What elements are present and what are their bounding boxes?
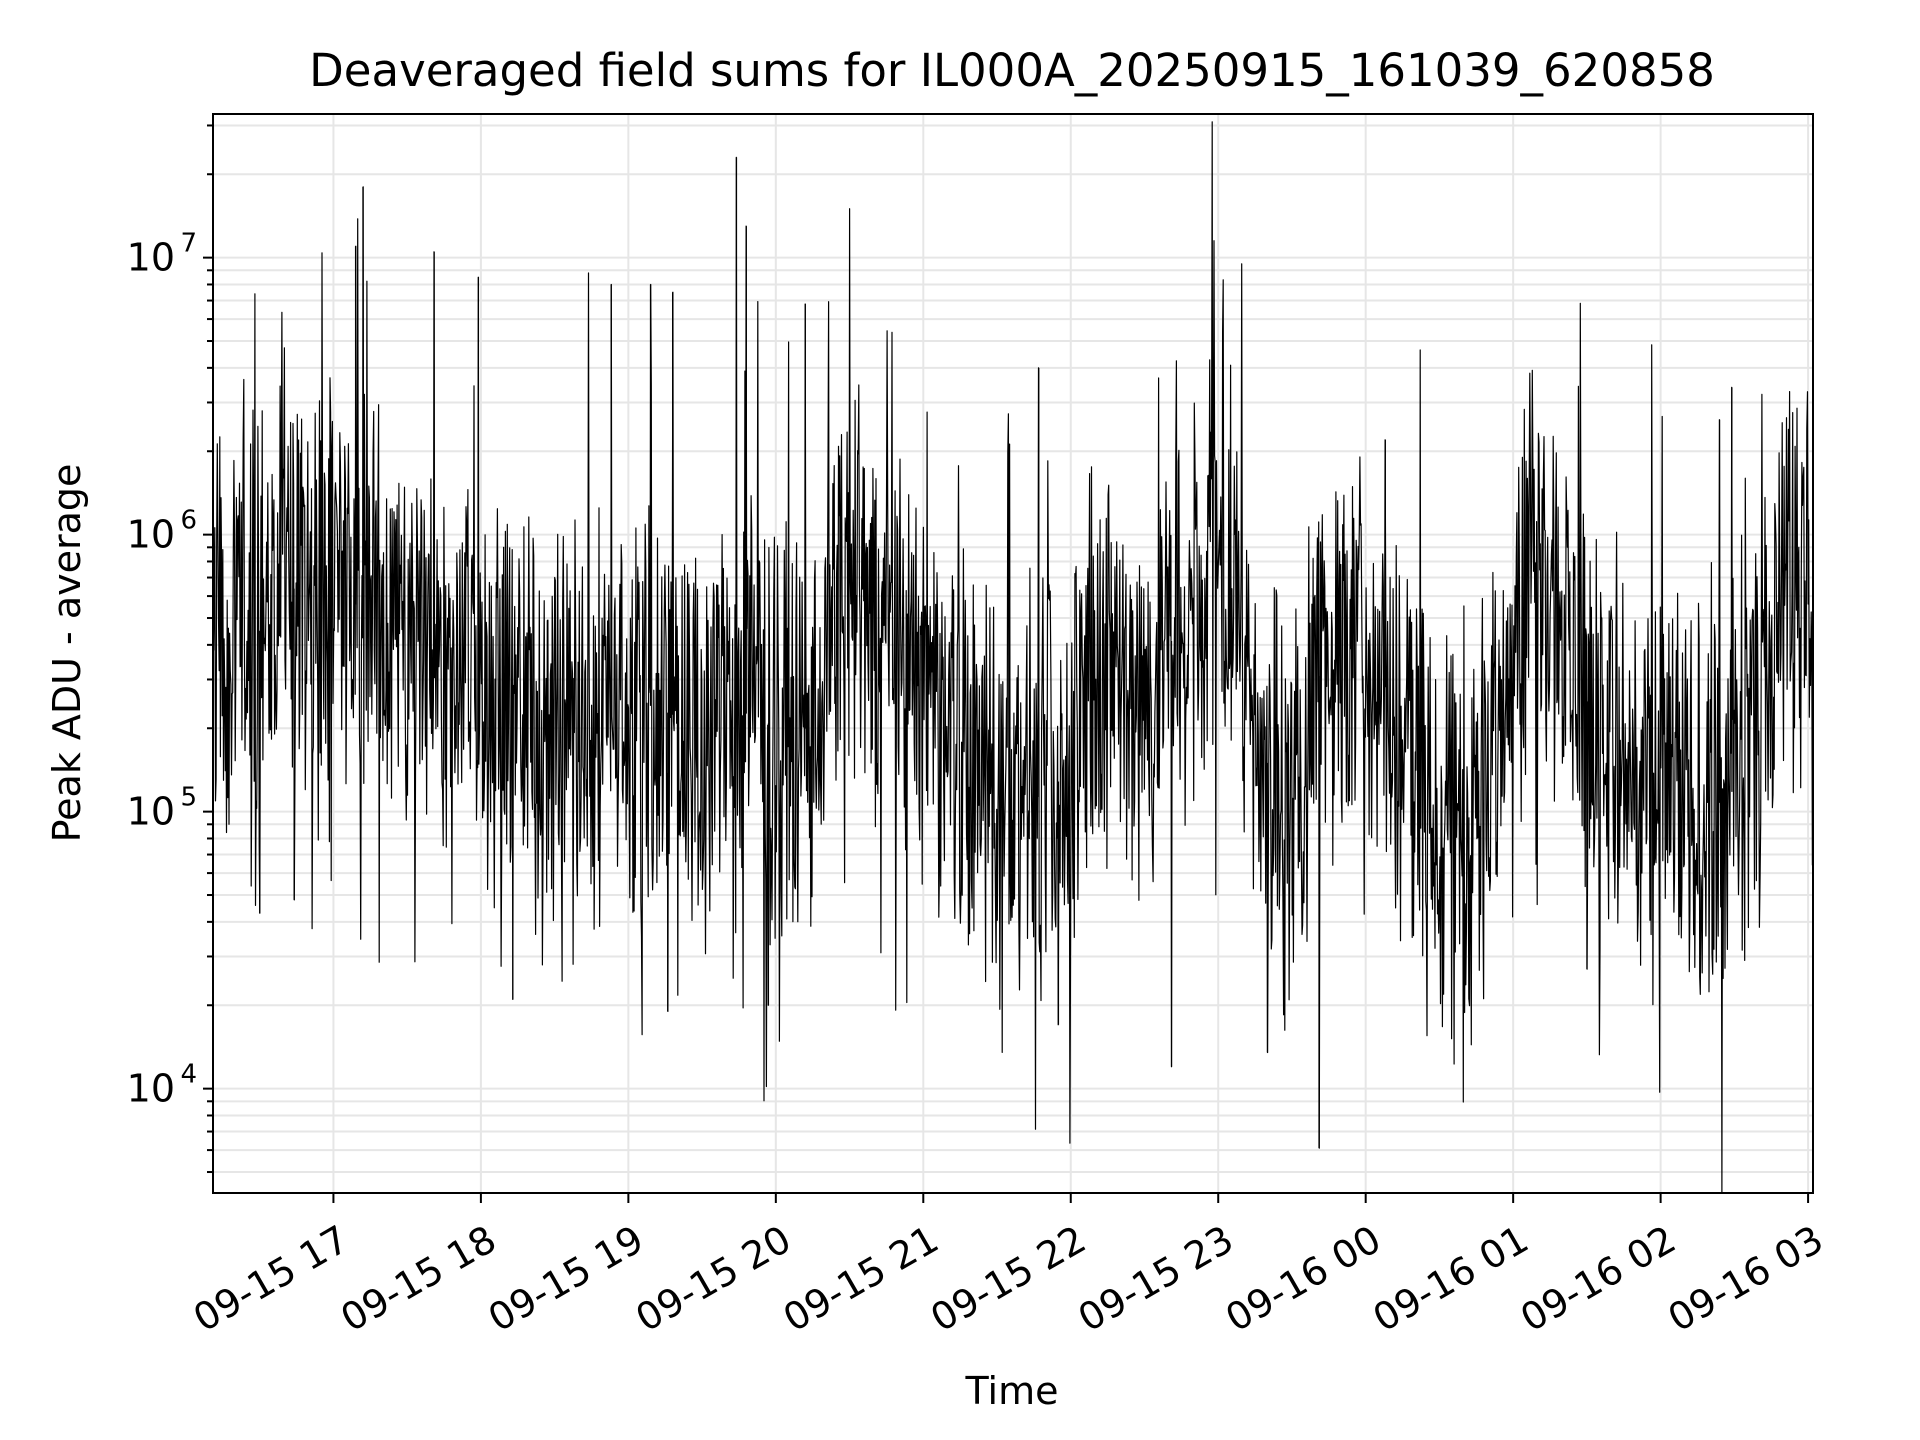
y-tick-label: 10	[127, 790, 175, 834]
y-tick-label: 10	[127, 236, 175, 280]
plot-frame	[212, 113, 1814, 1194]
y-tick-exponent: 6	[180, 506, 197, 536]
x-axis-label: Time	[965, 1369, 1059, 1413]
data-layer	[212, 121, 1814, 1194]
y-tick-exponent: 4	[180, 1060, 197, 1090]
y-tick-exponent: 5	[180, 783, 197, 813]
y-tick-label: 10	[127, 513, 175, 557]
chart-title: Deaveraged field sums for IL000A_2025091…	[309, 44, 1715, 97]
y-tick-exponent: 7	[180, 229, 197, 259]
y-axis-label: Peak ADU - average	[45, 464, 89, 843]
y-tick-label: 10	[127, 1067, 175, 1111]
series-line	[212, 121, 1814, 1194]
